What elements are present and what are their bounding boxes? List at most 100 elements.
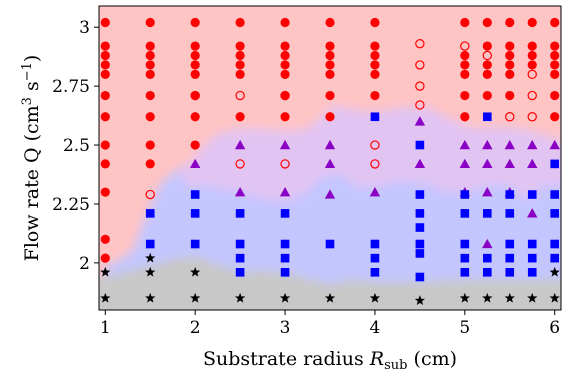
blue-square-point	[527, 253, 537, 263]
red-open-circle-point	[370, 159, 380, 169]
purple-triangle-point	[324, 139, 336, 150]
red-open-circle-point	[527, 69, 537, 80]
blue-square-point	[505, 253, 515, 263]
red-filled-circle-point	[145, 140, 155, 150]
black-star-point	[527, 292, 538, 303]
x-tick-label: 4	[370, 318, 381, 338]
red-filled-circle-point	[190, 112, 200, 122]
purple-triangle-point	[234, 186, 246, 197]
red-open-circle-point	[415, 81, 425, 91]
red-filled-circle-point	[235, 17, 245, 28]
purple-triangle-point	[527, 158, 538, 169]
red-filled-circle-point	[460, 17, 470, 28]
red-filled-circle-point	[190, 69, 200, 79]
black-star-point	[504, 292, 515, 303]
red-filled-circle-point	[190, 140, 200, 150]
red-open-circle-point	[527, 90, 537, 101]
blue-square-point	[415, 223, 425, 232]
red-filled-circle-point	[190, 60, 200, 70]
blue-square-point	[280, 267, 290, 277]
red-filled-circle-point	[550, 112, 560, 122]
blue-square-point	[325, 239, 335, 249]
red-open-circle-point	[145, 189, 155, 200]
blue-square-point	[415, 190, 425, 199]
red-filled-circle-point	[505, 90, 515, 101]
red-filled-circle-point	[280, 17, 290, 28]
y-axis-label: Flow rate Q (cm3 s−1)	[20, 55, 43, 262]
y-tick-label: 2.25	[52, 195, 90, 215]
x-tick-label: 6	[549, 318, 560, 338]
scatter-markers	[100, 17, 560, 305]
red-filled-circle-point	[550, 41, 560, 51]
black-star-point	[549, 266, 560, 277]
red-filled-circle-point	[370, 60, 380, 70]
red-filled-circle-point	[145, 159, 155, 169]
y-tick-label: 2	[79, 254, 90, 274]
blue-square-point	[550, 159, 560, 169]
red-filled-circle-point	[482, 69, 492, 79]
black-star-point	[100, 292, 111, 303]
red-open-circle-point	[505, 112, 515, 122]
red-filled-circle-point	[325, 50, 335, 61]
purple-triangle-point	[189, 158, 201, 169]
x-tick-label: 3	[280, 318, 291, 338]
purple-triangle-point	[482, 186, 493, 197]
x-axis-ticks: 1 2 3 4 5 6	[100, 310, 560, 338]
x-tick-label: 5	[459, 318, 470, 338]
red-filled-circle-point	[145, 60, 155, 70]
red-filled-circle-point	[482, 60, 492, 70]
red-open-circle-point	[415, 60, 425, 70]
purple-triangle-point	[414, 158, 426, 169]
blue-square-point	[370, 267, 380, 277]
red-filled-circle-point	[235, 60, 245, 70]
red-filled-circle-point	[190, 17, 200, 28]
black-star-point	[145, 252, 156, 263]
red-filled-circle-point	[505, 60, 515, 70]
y-tick-label: 2.75	[52, 77, 90, 97]
blue-square-point	[370, 112, 380, 122]
blue-square-point	[505, 239, 515, 249]
red-filled-circle-point	[280, 112, 290, 122]
blue-square-point	[550, 253, 560, 263]
purple-triangle-point	[482, 139, 493, 150]
blue-square-point	[280, 239, 290, 249]
red-filled-circle-point	[370, 50, 380, 61]
blue-square-point	[190, 190, 200, 199]
blue-square-point	[190, 209, 200, 218]
blue-square-point	[460, 267, 470, 277]
blue-square-point	[482, 253, 492, 263]
blue-square-point	[505, 267, 515, 277]
red-filled-circle-point	[190, 41, 200, 51]
black-star-point	[190, 266, 201, 277]
red-filled-circle-point	[370, 17, 380, 28]
red-filled-circle-point	[550, 50, 560, 61]
black-star-point	[459, 292, 470, 303]
x-tick-label: 1	[100, 318, 111, 338]
blue-square-point	[145, 209, 155, 218]
plot-frame	[98, 5, 562, 311]
blue-square-point	[527, 190, 537, 199]
red-filled-circle-point	[370, 41, 380, 51]
red-filled-circle-point	[325, 69, 335, 79]
red-filled-circle-point	[100, 50, 110, 61]
blue-square-point	[415, 249, 425, 258]
black-star-point	[549, 292, 560, 303]
black-star-point	[145, 292, 156, 303]
red-filled-circle-point	[100, 140, 110, 150]
red-open-circle-point	[235, 159, 245, 169]
blue-square-point	[550, 209, 560, 218]
black-star-point	[145, 266, 156, 277]
purple-triangle-point	[482, 158, 493, 169]
red-filled-circle-point	[100, 187, 110, 197]
red-filled-circle-point	[505, 69, 515, 79]
red-filled-circle-point	[460, 112, 470, 122]
purple-triangle-point	[279, 186, 291, 197]
blue-square-point	[235, 253, 245, 263]
red-filled-circle-point	[100, 234, 110, 244]
red-filled-circle-point	[325, 112, 335, 122]
purple-triangle-point	[369, 186, 381, 197]
red-open-circle-point	[370, 140, 380, 150]
blue-square-point	[505, 190, 515, 199]
purple-triangle-point	[414, 116, 426, 126]
